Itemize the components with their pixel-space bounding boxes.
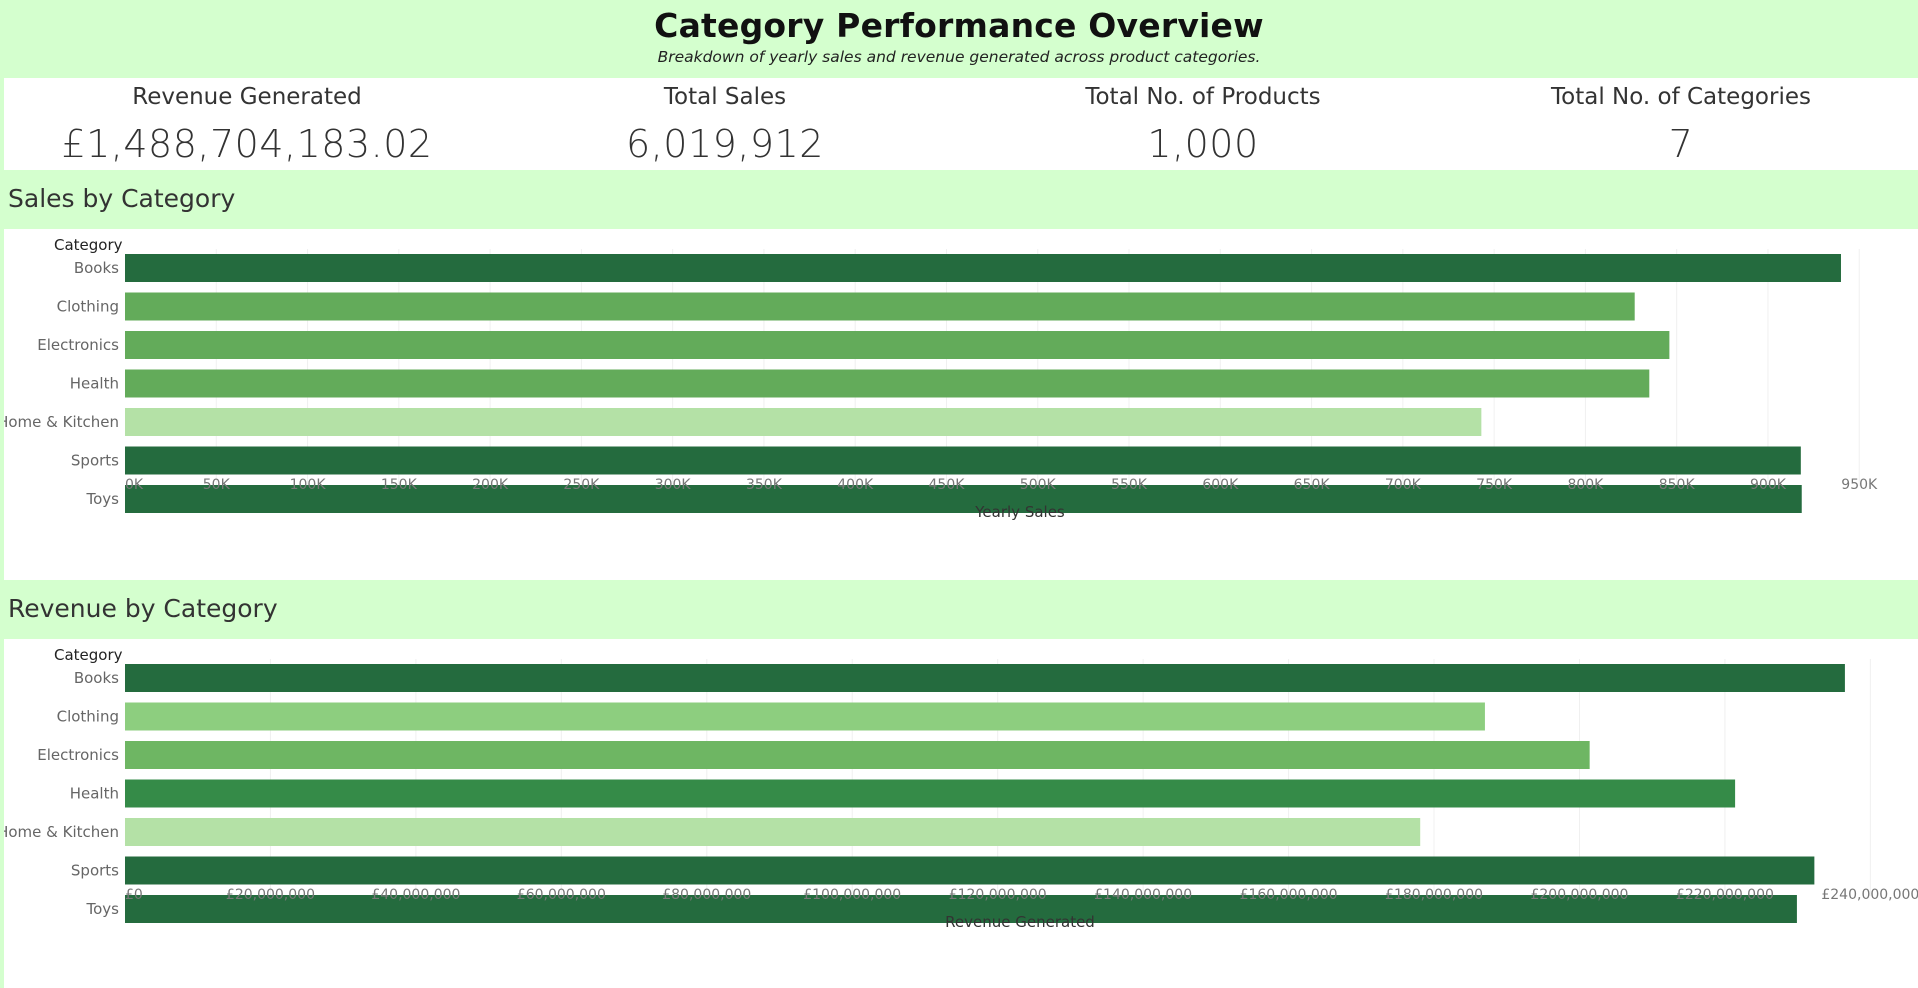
x-tick-label: 950K [1841, 477, 1878, 493]
bar-sports [125, 446, 1801, 475]
category-label: Clothing [57, 298, 119, 316]
x-tick-label: 900K [1750, 477, 1787, 493]
x-tick-label: 400K [837, 477, 874, 493]
bar-clothing [125, 702, 1485, 731]
x-tick-label: £80,000,000 [662, 887, 751, 903]
bar-sports [125, 856, 1815, 885]
x-tick-label: 800K [1567, 477, 1604, 493]
revenue-section-title: Revenue by Category [8, 594, 278, 623]
x-tick-label: £140,000,000 [1094, 887, 1192, 903]
x-tick-label: 0K [125, 477, 144, 493]
x-tick-label: £100,000,000 [803, 887, 901, 903]
sales-section-title: Sales by Category [8, 184, 236, 213]
category-label: Clothing [57, 708, 119, 726]
kpi-value: 7 [1668, 122, 1694, 166]
x-tick-label: 200K [472, 477, 509, 493]
category-label: Home & Kitchen [4, 823, 119, 841]
dashboard-header: Category Performance Overview Breakdown … [0, 0, 1918, 72]
category-label: Books [74, 669, 119, 687]
x-tick-label: 500K [1020, 477, 1057, 493]
x-tick-label: £240,000,000 [1821, 887, 1918, 903]
category-label: Toys [86, 490, 120, 508]
x-tick-label: £40,000,000 [371, 887, 460, 903]
kpi-label: Total No. of Categories [1551, 84, 1811, 110]
kpi-label: Total No. of Products [1085, 84, 1321, 110]
x-tick-label: 250K [563, 477, 600, 493]
category-header: Category [54, 646, 123, 664]
revenue-chart-panel: Category Books Clothing Electronics Health Ho… [4, 639, 1918, 988]
bar-books [125, 664, 1845, 692]
x-tick-label: £220,000,000 [1676, 887, 1774, 903]
category-label: Health [70, 375, 119, 393]
bar-home-kitchen [125, 818, 1421, 846]
kpi-value: 6,019,912 [626, 122, 824, 166]
bar-clothing [125, 292, 1635, 321]
category-header: Category [54, 236, 123, 254]
x-tick-label: 350K [746, 477, 783, 493]
bar-books [125, 254, 1841, 282]
category-label: Toys [86, 900, 120, 918]
kpi-value: 1,000 [1147, 122, 1259, 166]
bar-toys [125, 895, 1797, 923]
x-axis-title: Revenue Generated [945, 913, 1095, 931]
page-subtitle: Breakdown of yearly sales and revenue ge… [657, 48, 1261, 66]
x-tick-label: 650K [1294, 477, 1331, 493]
x-tick-label: £20,000,000 [226, 887, 315, 903]
kpi-label: Total Sales [663, 84, 787, 110]
x-tick-label: 100K [290, 477, 327, 493]
bar-home-kitchen [125, 408, 1482, 436]
x-axis-title: Yearly Sales [974, 503, 1065, 521]
bar-health [125, 369, 1650, 398]
category-label: Electronics [37, 746, 119, 764]
category-label: Home & Kitchen [4, 413, 119, 431]
x-tick-label: £180,000,000 [1385, 887, 1483, 903]
sales-by-category-chart: Category Books Clothing Electronics Health Ho… [4, 236, 1878, 521]
category-label: Books [74, 259, 119, 277]
x-tick-label: £120,000,000 [949, 887, 1047, 903]
x-tick-label: £0 [125, 887, 143, 903]
bar-electronics [125, 331, 1670, 359]
revenue-by-category-chart: Category Books Clothing Electronics Health Ho… [4, 646, 1918, 931]
x-tick-label: 300K [655, 477, 692, 493]
x-tick-label: £200,000,000 [1530, 887, 1628, 903]
x-tick-label: 550K [1111, 477, 1148, 493]
bar-health [125, 779, 1736, 808]
page-title: Category Performance Overview [654, 6, 1264, 45]
sales-chart-panel: Category Books Clothing Electronics Health Ho… [4, 229, 1918, 580]
category-label: Sports [71, 452, 119, 470]
category-label: Sports [71, 862, 119, 880]
x-tick-label: 750K [1476, 477, 1513, 493]
x-tick-label: £160,000,000 [1240, 887, 1338, 903]
x-tick-label: 50K [203, 477, 231, 493]
x-tick-label: 150K [381, 477, 418, 493]
category-label: Electronics [37, 336, 119, 354]
bar-electronics [125, 741, 1590, 769]
x-tick-label: 600K [1202, 477, 1239, 493]
kpi-band: Revenue Generated £1,488,704,183.02 Tota… [4, 78, 1918, 170]
x-tick-label: £60,000,000 [517, 887, 606, 903]
kpi-value: £1,488,704,183.02 [61, 122, 433, 166]
x-tick-label: 700K [1385, 477, 1422, 493]
bar-toys [125, 485, 1802, 513]
x-tick-label: 450K [929, 477, 966, 493]
x-tick-label: 850K [1659, 477, 1696, 493]
category-label: Health [70, 785, 119, 803]
kpi-label: Revenue Generated [132, 84, 362, 110]
